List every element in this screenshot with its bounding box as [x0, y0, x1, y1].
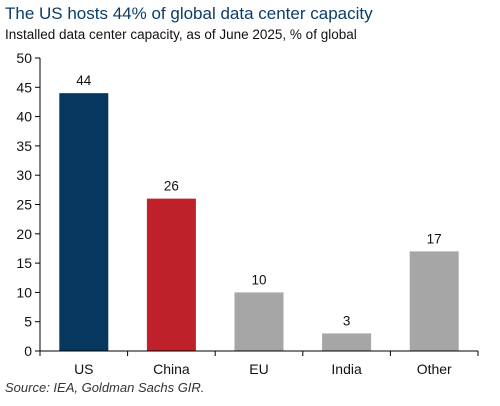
y-tick-label: 20: [16, 226, 32, 242]
y-axis-ticks: [35, 57, 40, 352]
x-tick-label-india: India: [331, 361, 362, 377]
y-tick-label: 45: [16, 79, 32, 95]
data-labels: 44 26 10 3 17: [76, 73, 441, 328]
x-axis-ticks: [39, 351, 479, 356]
x-tick-label-us: US: [74, 361, 93, 377]
data-label-eu: 10: [251, 272, 266, 287]
data-label-us: 44: [76, 73, 92, 88]
y-tick-label: 50: [16, 50, 32, 66]
y-tick-label: 25: [16, 197, 32, 213]
x-axis-labels: US China EU India Other: [74, 361, 452, 377]
bars: [59, 93, 459, 351]
y-axis-labels: 0 5 10 15 20 25 30 35 40 45 50: [16, 50, 32, 359]
data-label-other: 17: [427, 231, 442, 246]
source-note: Source: IEA, Goldman Sachs GIR.: [5, 380, 205, 395]
bar-eu: [234, 292, 284, 351]
x-tick-label-eu: EU: [249, 361, 268, 377]
y-tick-label: 40: [16, 109, 32, 125]
bar-india: [322, 333, 372, 351]
bar-china: [146, 198, 196, 351]
y-tick-label: 0: [24, 343, 32, 359]
chart-title: The US hosts 44% of global data center c…: [5, 4, 373, 23]
y-tick-label: 30: [16, 167, 32, 183]
y-tick-label: 35: [16, 138, 32, 154]
chart-subtitle: Installed data center capacity, as of Ju…: [5, 27, 357, 42]
data-label-china: 26: [164, 179, 179, 194]
y-tick-label: 10: [16, 284, 32, 300]
x-tick-label-other: Other: [417, 361, 452, 377]
data-label-india: 3: [343, 313, 351, 328]
bar-other: [409, 251, 459, 351]
bar-us: [59, 93, 109, 351]
y-tick-label: 15: [16, 255, 32, 271]
x-tick-label-china: China: [153, 361, 190, 377]
y-tick-label: 5: [24, 314, 32, 330]
